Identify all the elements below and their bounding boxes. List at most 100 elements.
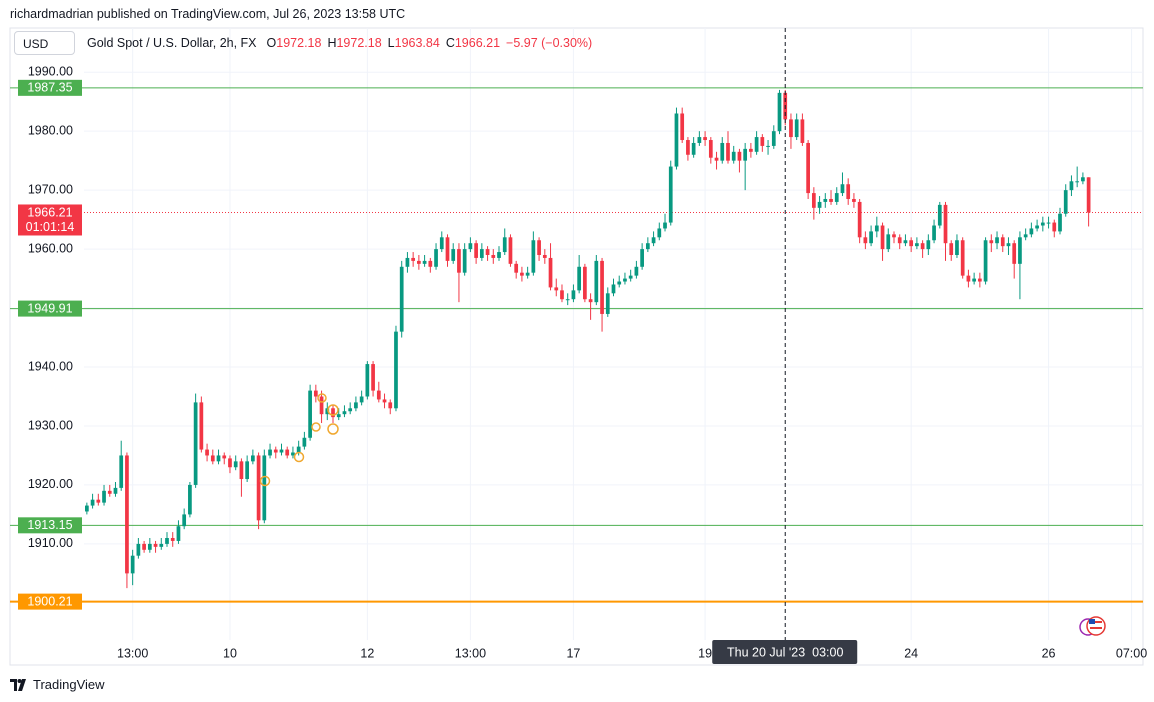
candle-body <box>142 543 146 550</box>
event-marker[interactable] <box>327 423 339 435</box>
candle-body <box>107 490 112 494</box>
event-marker[interactable] <box>293 451 305 463</box>
candle-body <box>445 237 450 261</box>
event-marker[interactable] <box>311 422 321 432</box>
candle-body <box>623 278 627 282</box>
candle-body <box>886 234 891 250</box>
ohlc-label: C <box>445 36 455 50</box>
level-label-bg <box>18 517 82 534</box>
currency-button[interactable]: USD <box>14 31 75 55</box>
candle-body <box>800 119 805 143</box>
ohlc-label: O <box>266 36 277 50</box>
event-marker[interactable] <box>327 404 339 416</box>
candle-body <box>1000 237 1005 247</box>
candle-body <box>514 263 519 273</box>
candle-body <box>251 455 255 462</box>
level-label-bg <box>18 300 82 317</box>
candle-body <box>1012 243 1017 264</box>
candle-body <box>1063 190 1068 214</box>
candle-body <box>874 225 879 232</box>
candle-body <box>331 408 335 418</box>
y-tick-label: 1930.00 <box>28 418 73 432</box>
y-tick-label: 1970.00 <box>28 182 73 196</box>
candle-body <box>176 526 181 541</box>
candle-body <box>1040 222 1045 226</box>
level-label: 1900.21 <box>27 594 72 608</box>
candle-body <box>817 201 822 208</box>
candle-body <box>989 240 994 244</box>
ohlc-label: H <box>327 36 337 50</box>
candle-body <box>1052 222 1057 232</box>
candle-body <box>645 243 650 250</box>
candle-body <box>863 237 868 244</box>
level-label: 1987.35 <box>27 81 72 95</box>
event-marker[interactable] <box>317 393 327 403</box>
candle-body <box>995 237 999 244</box>
event-marker[interactable] <box>259 475 271 487</box>
y-tick-label: 1920.00 <box>28 477 73 491</box>
candle-body <box>531 240 536 273</box>
y-tick-label: 1990.00 <box>28 65 73 79</box>
candle-body <box>291 452 295 456</box>
candle-body <box>502 237 507 253</box>
candle-body <box>932 225 936 241</box>
candle-body <box>119 455 124 488</box>
candle-body <box>960 240 965 276</box>
candle-body <box>583 266 587 300</box>
candle-body <box>955 240 959 255</box>
candle-body <box>571 290 576 300</box>
candle-body <box>703 137 707 141</box>
x-tick-label: 13:00 <box>117 646 148 660</box>
countdown: 01:01:14 <box>26 220 75 234</box>
candle-body <box>439 237 444 250</box>
candle-body <box>394 331 398 409</box>
ohlc-value: 1972.18 <box>336 36 382 50</box>
legend: USD Gold Spot / U.S. Dollar, 2h, FX O 1972… <box>14 31 592 55</box>
candle-body <box>983 240 988 282</box>
y-tick-label: 1910.00 <box>28 536 73 550</box>
candle-body <box>840 184 845 194</box>
level-label: 1913.15 <box>27 518 72 532</box>
x-tick-label: 12 <box>360 646 374 660</box>
crosshair-label: Thu 20 Jul '23 03:00 <box>727 645 843 659</box>
candle-body <box>382 399 387 403</box>
candle-body <box>1029 228 1034 235</box>
candle-body <box>525 272 530 276</box>
candle-body <box>113 487 118 494</box>
candle-body <box>388 402 393 409</box>
candle-body <box>245 461 250 480</box>
flag-stripe <box>1090 627 1102 629</box>
candle-body <box>479 249 484 258</box>
candle-body <box>949 243 954 255</box>
candle-body <box>846 184 851 199</box>
candle-body <box>222 455 227 459</box>
candle-body <box>313 390 318 397</box>
candle-body <box>170 538 175 541</box>
candle-body <box>491 254 496 258</box>
candle-body <box>708 140 713 158</box>
level-label-bg <box>18 79 82 96</box>
candle-body <box>228 458 232 468</box>
candle-body <box>342 411 347 415</box>
candle-body <box>193 402 198 485</box>
candle-body <box>285 449 290 456</box>
candle-body <box>205 449 209 456</box>
candle-body <box>239 461 244 480</box>
candle-body <box>325 408 330 415</box>
candle-body <box>771 131 776 146</box>
candle-body <box>279 449 284 453</box>
candle-body <box>588 299 593 303</box>
x-tick-label: 26 <box>1042 646 1056 660</box>
candle-body <box>348 408 353 412</box>
candle-body <box>743 148 748 161</box>
candle-body <box>354 402 358 409</box>
candle-body <box>726 142 730 161</box>
candle-body <box>1086 177 1091 213</box>
candle-body <box>611 284 616 294</box>
symbol: Gold Spot / U.S. Dollar, 2h, FX <box>87 36 257 50</box>
candle-body <box>794 119 799 138</box>
candle-body <box>474 243 478 258</box>
x-tick-label: 17 <box>566 646 580 660</box>
candle-body <box>365 364 370 397</box>
